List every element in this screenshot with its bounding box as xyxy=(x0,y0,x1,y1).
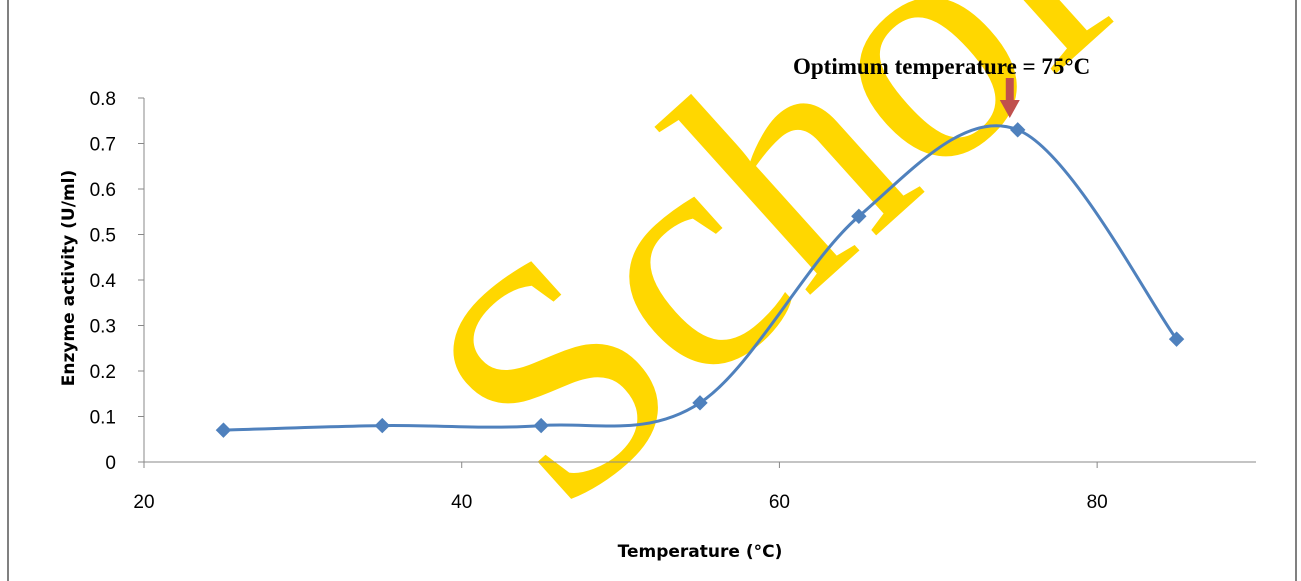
data-point xyxy=(692,395,708,411)
y-tick-label: 0.7 xyxy=(90,135,116,156)
series-layer xyxy=(215,122,1185,438)
x-tick-label: 40 xyxy=(451,492,472,513)
y-tick-label: 0.2 xyxy=(90,362,116,383)
annotation-arrow-head xyxy=(999,100,1020,118)
y-tick-label: 0.5 xyxy=(90,226,116,247)
y-tick-label: 0.4 xyxy=(90,271,117,292)
y-axis-title: Enzyme activity (U/ml) xyxy=(59,170,79,386)
annotation-arrow-shaft xyxy=(1005,78,1014,102)
watermark-text: ScholarlyPe xyxy=(364,0,1301,574)
annotation-text: Optimum temperature = 75°C xyxy=(793,54,1090,79)
data-point xyxy=(215,422,232,438)
axes: 0 0.1 0.2 0.3 0.4 0.5 0.6 0.7 0.8 20 40 60 80 xyxy=(90,89,1256,513)
data-point xyxy=(851,208,867,225)
y-tick-label: 0.6 xyxy=(90,180,116,201)
watermark: ScholarlyPe xyxy=(364,0,1301,574)
y-tick-label: 0.3 xyxy=(90,317,116,338)
y-tick-label: 0 xyxy=(105,453,116,474)
y-tick-label: 0.1 xyxy=(90,408,116,429)
data-point xyxy=(1010,122,1026,138)
annotation xyxy=(999,78,1020,118)
series-line xyxy=(223,124,1178,432)
x-tick-label: 60 xyxy=(769,492,790,513)
data-point xyxy=(533,417,549,434)
y-tick-label: 0.8 xyxy=(90,89,116,110)
x-tick-label: 20 xyxy=(133,492,154,513)
data-point xyxy=(374,417,390,434)
data-point xyxy=(1168,331,1185,347)
x-tick-label: 80 xyxy=(1087,492,1108,513)
x-axis-title: Temperature (°C) xyxy=(618,542,783,562)
